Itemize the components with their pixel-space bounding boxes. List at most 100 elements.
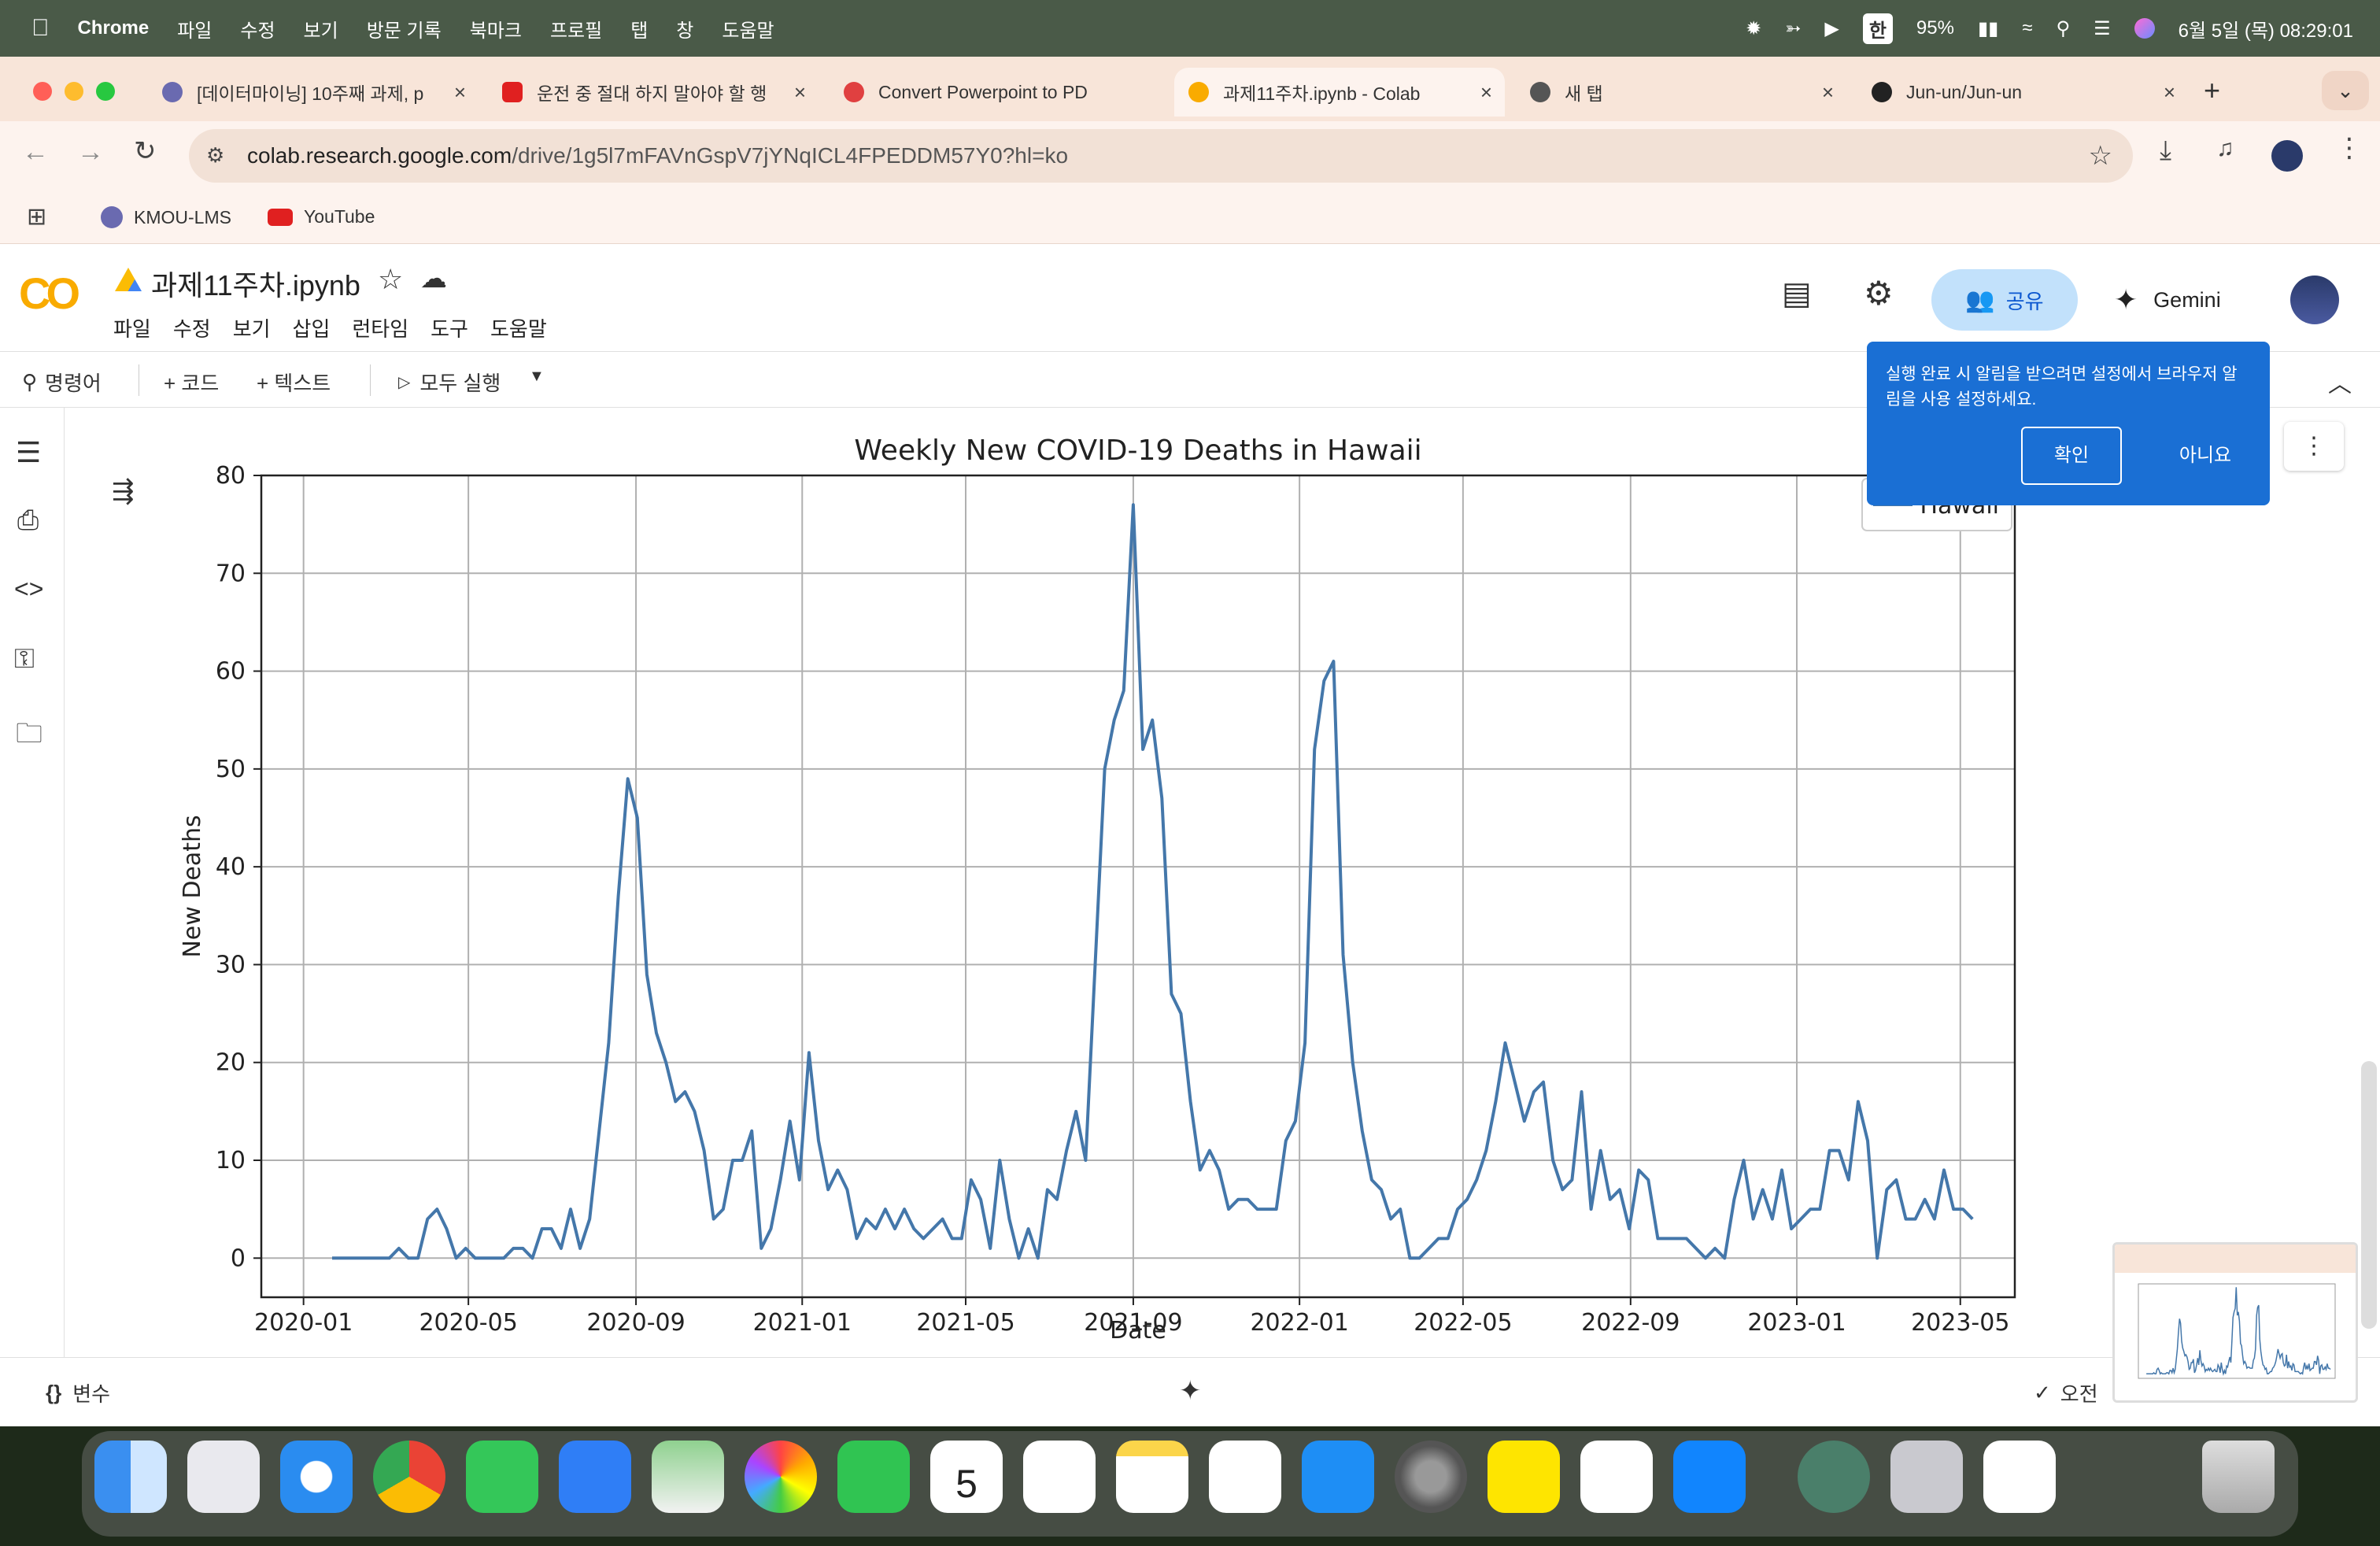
kakaotalk-icon[interactable] [1488, 1441, 1560, 1513]
scrollbar-thumb[interactable] [2361, 1061, 2377, 1329]
wifi-icon[interactable]: ≈ [2022, 17, 2033, 39]
colab-menu-insert[interactable]: 삽입 [292, 317, 331, 341]
settings-gear-icon[interactable]: ⚙ [1864, 275, 1894, 312]
messages-icon[interactable] [466, 1441, 538, 1513]
run-all-button[interactable]: ▷ 모두 실행 [398, 368, 501, 397]
siri-icon[interactable] [2134, 18, 2155, 39]
iphone-mirroring-icon[interactable] [1890, 1441, 1963, 1513]
drive-icon[interactable] [115, 268, 142, 291]
freeform-icon[interactable] [1209, 1441, 1281, 1513]
menubar-item-tab[interactable]: 탭 [630, 15, 648, 43]
tab-convert[interactable]: Convert Powerpoint to PD [830, 68, 1160, 117]
secrets-key-icon[interactable]: ⚿ [14, 644, 35, 674]
tab-youtube[interactable]: 운전 중 절대 하지 말아야 할 행 × [488, 68, 819, 117]
tab-close-icon[interactable]: × [2163, 80, 2175, 104]
battery-icon[interactable]: ▮▮ [1977, 17, 1999, 39]
menubar-item-history[interactable]: 방문 기록 [349, 20, 442, 42]
tab-search-chevron-icon[interactable]: ⌄ [2322, 71, 2369, 110]
trash-icon[interactable] [2202, 1441, 2275, 1513]
menubar-item-window[interactable]: 창 [676, 15, 693, 43]
finder-icon[interactable] [94, 1441, 167, 1513]
cloud-saved-icon[interactable]: ☁ [420, 264, 447, 294]
downloads-stack-icon[interactable] [2109, 1441, 2182, 1513]
system-settings-icon[interactable] [1395, 1441, 1467, 1513]
notebook-title[interactable]: 과제11주차.ipynb [151, 269, 360, 301]
maps-icon[interactable] [652, 1441, 724, 1513]
command-palette-button[interactable]: ⚲ 명령어 [22, 368, 102, 397]
gemini-sparkle-icon[interactable]: ✦ [1179, 1376, 1202, 1406]
menubar-app-name[interactable]: Chrome [60, 17, 150, 39]
omnibox[interactable]: ⚙ colab.research.google.com /drive/1g5l7… [189, 129, 2133, 183]
tab-lms[interactable]: [데이터마이닝] 10주째 과제, p × [148, 68, 479, 117]
cleaner-app-icon[interactable] [1798, 1441, 1870, 1513]
decline-button[interactable]: 아니요 [2179, 445, 2232, 466]
app-store-icon[interactable] [1302, 1441, 1374, 1513]
window-zoom-button[interactable] [96, 82, 115, 101]
table-of-contents-icon[interactable]: ☰ [16, 436, 42, 468]
bluesky-icon[interactable] [1673, 1441, 1746, 1513]
photos-icon[interactable] [745, 1441, 817, 1513]
window-close-button[interactable] [33, 82, 52, 101]
variables-button[interactable]: {} 변수 [46, 1378, 110, 1407]
apps-grid-icon[interactable]: ⊞ [27, 204, 47, 230]
tab-new[interactable]: 새 탭 × [1516, 68, 1846, 117]
compass-status-icon[interactable]: ➳ [1785, 17, 1802, 39]
menubar-clock[interactable]: 6월 5일 (목) 08:29:01 [2178, 20, 2353, 42]
menubar-item-bookmarks[interactable]: 북마크 [452, 20, 522, 42]
reload-icon[interactable]: ↻ [134, 136, 157, 166]
notes-icon[interactable] [1116, 1441, 1188, 1513]
chrome-menu-icon[interactable]: ⋮ [2336, 133, 2363, 163]
control-center-icon[interactable]: ☰ [2094, 17, 2111, 39]
bookmark-kmou-lms[interactable]: KMOU-LMS [101, 206, 231, 228]
tab-close-icon[interactable]: × [453, 80, 466, 104]
account-avatar[interactable] [2290, 276, 2339, 324]
back-arrow-icon[interactable]: ← [22, 137, 49, 167]
download-icon[interactable]: ⤓ [2160, 135, 2172, 165]
mail-icon[interactable] [559, 1441, 631, 1513]
profile-avatar[interactable] [2271, 140, 2303, 172]
collapse-toolbar-chevron-icon[interactable]: ︿ [2328, 372, 2352, 398]
menubar-item-edit[interactable]: 수정 [222, 20, 275, 42]
run-all-dropdown-icon[interactable]: ▼ [529, 368, 545, 385]
window-minimize-button[interactable] [65, 82, 83, 101]
menubar-item-profile[interactable]: 프로필 [532, 20, 602, 42]
menubar-item-help[interactable]: 도움말 [704, 20, 774, 42]
site-info-icon[interactable]: ⚙ [206, 143, 225, 167]
add-text-button[interactable]: + 텍스트 [257, 372, 331, 395]
colab-menu-runtime[interactable]: 런타임 [352, 317, 409, 341]
find-replace-icon[interactable]: ⎙ [17, 505, 39, 535]
screenshot-thumbnail[interactable] [2112, 1242, 2358, 1403]
cell-output-toggle-icon[interactable]: ⇶ [112, 476, 135, 506]
input-source-indicator[interactable]: 한 [1862, 13, 1893, 44]
cell-more-options-icon[interactable]: ⋮ [2284, 422, 2344, 471]
colab-menu-tools[interactable]: 도구 [431, 317, 468, 341]
confirm-button[interactable]: 확인 [2021, 427, 2122, 485]
spotlight-search-icon[interactable]: ⚲ [2056, 17, 2071, 39]
forward-arrow-icon[interactable]: → [77, 137, 104, 167]
colab-menu-file[interactable]: 파일 [113, 317, 151, 341]
play-status-icon[interactable]: ▶ [1824, 17, 1839, 39]
reminders-icon[interactable] [1023, 1441, 1096, 1513]
textedit-icon[interactable] [1983, 1441, 2056, 1513]
share-button[interactable]: 👥 공유 [1931, 269, 2078, 331]
tab-close-icon[interactable]: × [793, 80, 806, 104]
launchpad-icon[interactable] [187, 1441, 260, 1513]
facetime-icon[interactable] [837, 1441, 910, 1513]
colab-logo[interactable]: CO [19, 268, 80, 318]
tab-colab[interactable]: 과제11주차.ipynb - Colab × [1174, 68, 1505, 117]
apple-icon[interactable]:  [31, 15, 50, 42]
new-tab-button[interactable]: + [2204, 74, 2221, 106]
colab-menu-help[interactable]: 도움말 [490, 317, 547, 341]
execution-status[interactable]: ✓ 오전 [2034, 1378, 2098, 1407]
code-snippets-icon[interactable]: <> [14, 575, 44, 603]
star-icon[interactable]: ☆ [378, 263, 404, 295]
tab-close-icon[interactable]: × [1821, 80, 1834, 104]
colab-menu-edit[interactable]: 수정 [172, 317, 211, 341]
gemini-button[interactable]: ✦ Gemini [2114, 276, 2221, 324]
bookmark-star-icon[interactable]: ☆ [2088, 141, 2112, 171]
chatgpt-icon[interactable] [1580, 1441, 1653, 1513]
tab-github[interactable]: Jun-un/Jun-un × [1857, 68, 2188, 117]
menubar-item-file[interactable]: 파일 [159, 20, 212, 42]
safari-icon[interactable] [280, 1441, 353, 1513]
menubar-item-view[interactable]: 보기 [286, 20, 338, 42]
